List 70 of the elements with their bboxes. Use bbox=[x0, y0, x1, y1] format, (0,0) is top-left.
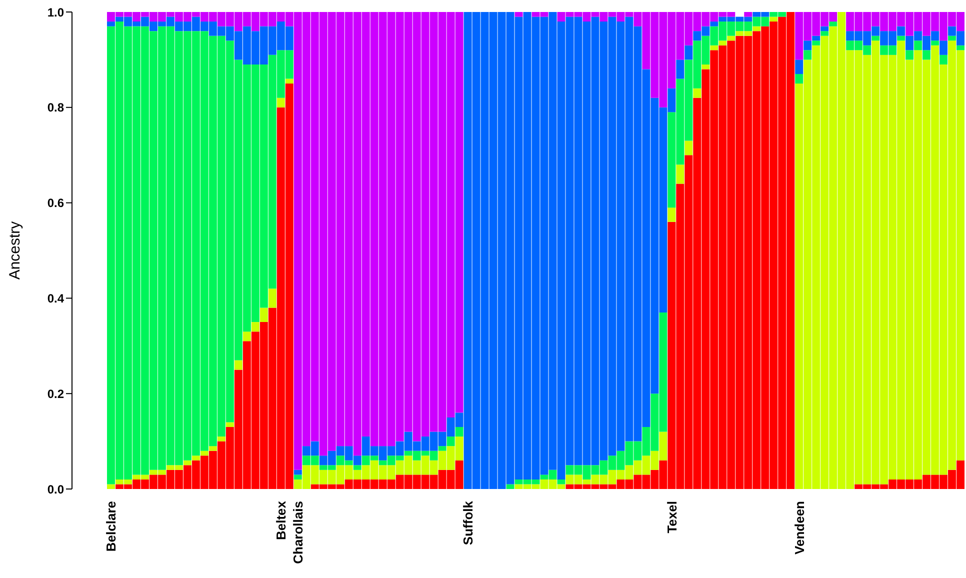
y-tick-label: 0.8 bbox=[47, 100, 64, 115]
bar bbox=[217, 436, 226, 442]
bar bbox=[897, 36, 906, 41]
bar bbox=[353, 465, 362, 470]
x-tick-label: Suffolk bbox=[460, 500, 476, 546]
bar bbox=[446, 436, 455, 446]
bar bbox=[226, 422, 234, 427]
bar bbox=[914, 40, 922, 50]
bar bbox=[956, 45, 965, 50]
bar bbox=[702, 64, 710, 70]
bar bbox=[208, 446, 217, 451]
bar bbox=[812, 36, 820, 41]
bar bbox=[940, 40, 948, 55]
bar bbox=[294, 470, 302, 475]
bar bbox=[948, 36, 956, 41]
bar bbox=[676, 60, 684, 79]
bar bbox=[770, 16, 778, 22]
bar bbox=[242, 332, 251, 342]
bar bbox=[557, 479, 566, 484]
bar bbox=[268, 288, 276, 308]
bar bbox=[829, 22, 838, 26]
bar bbox=[668, 208, 676, 222]
bar bbox=[107, 484, 115, 489]
bar bbox=[940, 54, 948, 64]
bar bbox=[506, 484, 514, 489]
x-tick-label: Vendeen bbox=[792, 500, 807, 554]
bar bbox=[684, 45, 693, 60]
bar bbox=[804, 40, 812, 50]
x-tick-label: Beltex bbox=[274, 500, 289, 540]
bar bbox=[718, 40, 727, 46]
bar bbox=[684, 140, 693, 156]
bar bbox=[514, 12, 523, 17]
bar bbox=[795, 74, 804, 84]
bar bbox=[804, 50, 812, 60]
x-tick-label: Charollais bbox=[290, 501, 306, 564]
bar bbox=[251, 322, 260, 332]
y-tick-label: 0.4 bbox=[47, 291, 64, 306]
bar bbox=[276, 98, 285, 108]
y-axis-title: Ancestry bbox=[6, 220, 24, 280]
x-tick-label: Belclare bbox=[104, 501, 119, 552]
y-tick-label: 0.0 bbox=[47, 482, 64, 496]
bar bbox=[752, 26, 761, 32]
bar bbox=[727, 36, 736, 41]
bar bbox=[693, 88, 702, 98]
bar bbox=[872, 36, 880, 41]
bar bbox=[744, 12, 752, 17]
bar bbox=[260, 308, 268, 322]
bar bbox=[200, 450, 208, 456]
bar bbox=[710, 45, 718, 50]
bar bbox=[183, 460, 192, 466]
bar bbox=[820, 26, 829, 32]
x-tick-label: Texel bbox=[664, 501, 680, 534]
y-tick-label: 0.2 bbox=[47, 386, 64, 401]
bar bbox=[812, 40, 820, 46]
bar bbox=[107, 22, 115, 26]
bar bbox=[438, 446, 446, 451]
bar bbox=[234, 360, 242, 370]
y-tick-label: 1.0 bbox=[47, 5, 64, 20]
bar bbox=[676, 164, 684, 184]
y-tick-label: 0.6 bbox=[47, 196, 64, 210]
bar bbox=[192, 456, 200, 460]
bar bbox=[931, 40, 940, 46]
bar bbox=[710, 22, 718, 26]
bar bbox=[795, 60, 804, 74]
bar bbox=[285, 78, 294, 84]
bar bbox=[906, 50, 914, 60]
bar bbox=[820, 31, 829, 36]
bar bbox=[455, 426, 464, 437]
bar bbox=[922, 50, 931, 60]
bar bbox=[294, 474, 302, 480]
